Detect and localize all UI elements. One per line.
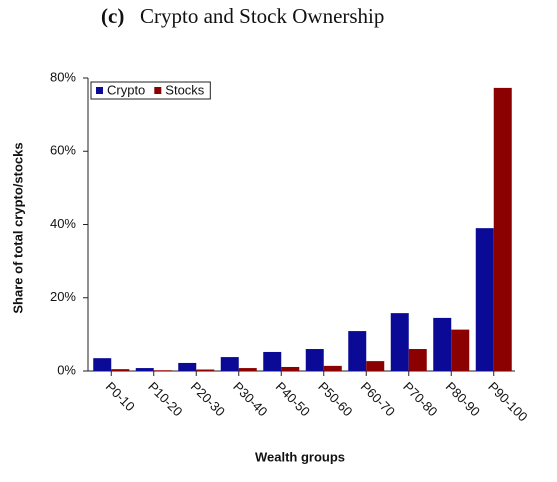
bar bbox=[323, 365, 342, 371]
legend-swatch bbox=[154, 87, 162, 94]
x-tick-label: P40-50 bbox=[273, 379, 313, 419]
bar bbox=[451, 329, 470, 371]
bar bbox=[281, 366, 300, 371]
legend-label: Stocks bbox=[165, 82, 205, 97]
x-tick-label: P10-20 bbox=[145, 379, 185, 419]
x-tick-label: P50-60 bbox=[315, 379, 355, 419]
bar bbox=[220, 357, 239, 371]
y-axis-title: Share of total crypto/stocks bbox=[10, 142, 25, 313]
chart-title: Crypto and Stock Ownership bbox=[140, 4, 384, 28]
bar bbox=[93, 358, 112, 371]
bar bbox=[348, 331, 367, 371]
bar bbox=[135, 368, 154, 371]
bar bbox=[153, 370, 172, 371]
bar bbox=[493, 87, 512, 372]
bar bbox=[178, 362, 197, 371]
x-tick-label: P70-80 bbox=[400, 379, 440, 419]
bar bbox=[433, 317, 452, 371]
legend-swatch bbox=[96, 87, 103, 94]
x-tick-label: P20-30 bbox=[188, 379, 228, 419]
x-axis-title: Wealth groups bbox=[255, 449, 345, 464]
bar bbox=[111, 369, 130, 371]
bar bbox=[366, 361, 385, 371]
y-tick-label: 60% bbox=[50, 143, 76, 158]
bar bbox=[238, 368, 257, 371]
y-tick-label: 0% bbox=[57, 362, 76, 377]
bar bbox=[390, 313, 409, 371]
legend-label: Crypto bbox=[107, 82, 145, 97]
bar bbox=[263, 351, 282, 371]
legend-box bbox=[90, 81, 211, 100]
y-tick-label: 80% bbox=[50, 69, 76, 84]
x-tick-label: P30-40 bbox=[230, 379, 270, 419]
bar bbox=[475, 228, 494, 371]
y-tick-label: 40% bbox=[50, 216, 76, 231]
y-tick-label: 20% bbox=[50, 289, 76, 304]
x-tick-label: P80-90 bbox=[443, 379, 483, 419]
bar bbox=[305, 349, 324, 371]
panel-label: (c) bbox=[101, 4, 124, 28]
x-tick-label: P0-10 bbox=[103, 379, 138, 414]
bar bbox=[408, 349, 427, 371]
x-tick-label: P60-70 bbox=[358, 379, 398, 419]
bar bbox=[196, 369, 215, 371]
x-tick-label: P90-100 bbox=[485, 379, 530, 424]
